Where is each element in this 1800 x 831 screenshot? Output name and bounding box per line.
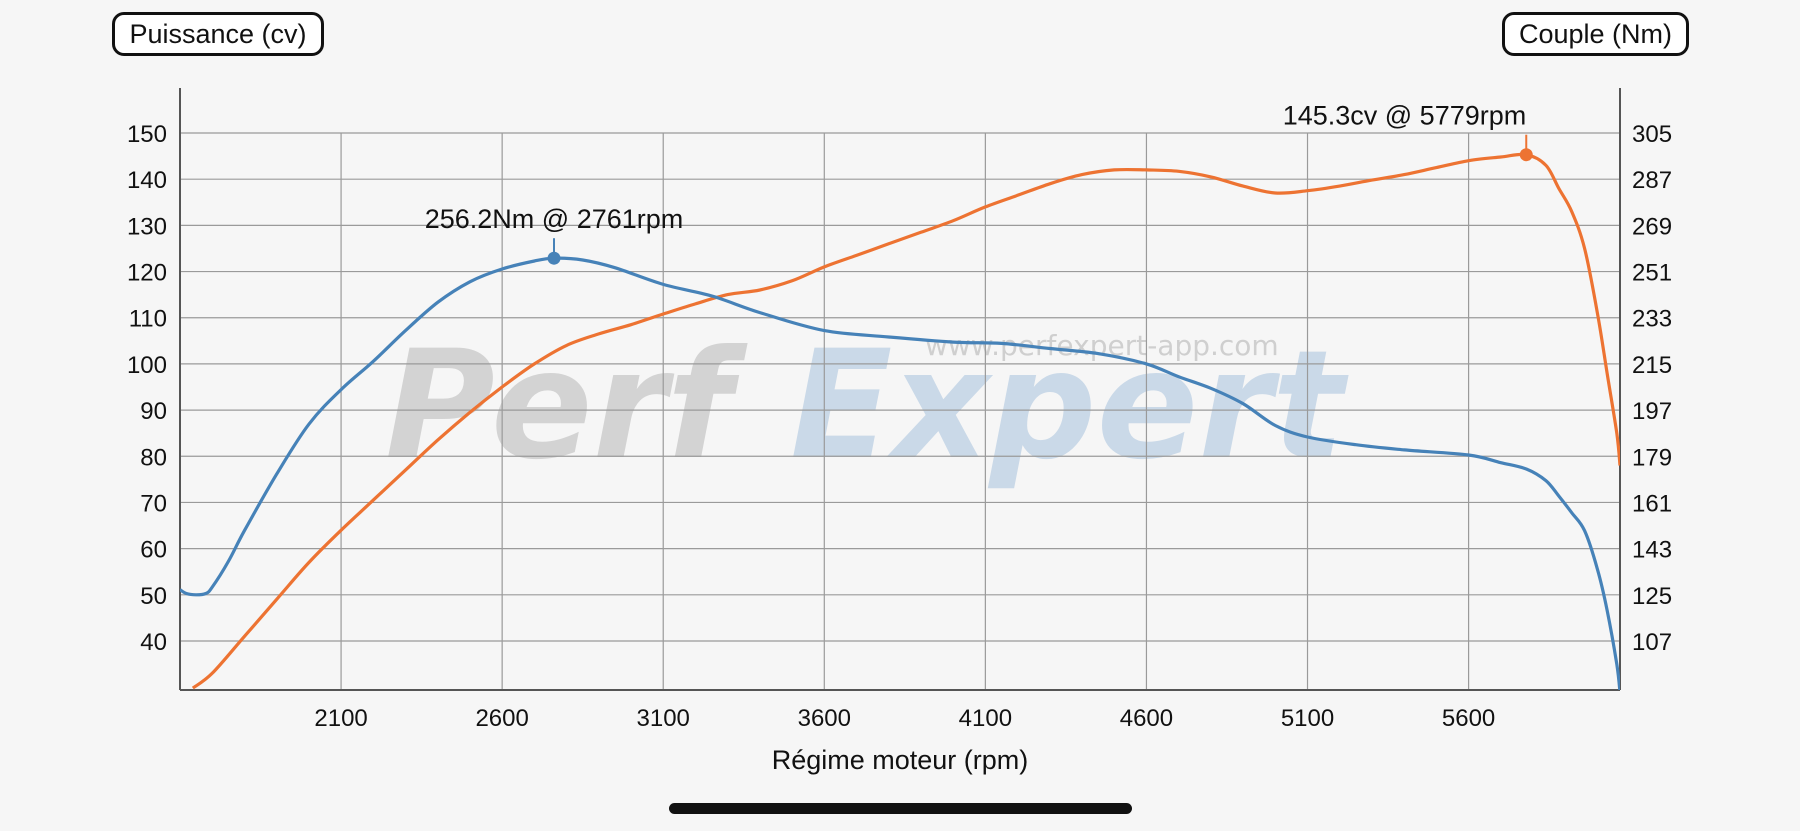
y-right-tick-label: 269 xyxy=(1632,213,1672,240)
legend-power-label: Puissance (cv) xyxy=(129,18,307,49)
y-right-tick-label: 107 xyxy=(1632,629,1672,656)
x-tick-label: 4600 xyxy=(1120,705,1173,732)
legend-torque-badge[interactable]: Couple (Nm) xyxy=(1502,12,1689,56)
y-left-tick-label: 50 xyxy=(140,583,167,610)
home-indicator[interactable] xyxy=(669,803,1132,814)
y-right-tick-label: 305 xyxy=(1632,121,1672,148)
y-left-tick-label: 120 xyxy=(127,260,167,287)
legend-torque-label: Couple (Nm) xyxy=(1518,18,1673,49)
y-left-tick-label: 130 xyxy=(127,213,167,240)
y-right-tick-label: 125 xyxy=(1632,583,1672,610)
y-left-tick-label: 70 xyxy=(140,490,167,517)
torque-curve xyxy=(180,256,1620,690)
y-right-tick-label: 197 xyxy=(1632,398,1672,425)
x-tick-label: 2100 xyxy=(314,705,367,732)
y-right-tick-label: 143 xyxy=(1632,537,1672,564)
x-tick-label: 2600 xyxy=(475,705,528,732)
x-tick-label: 4100 xyxy=(959,705,1012,732)
power-peak-label: 145.3cv @ 5779rpm xyxy=(1283,101,1527,131)
watermark-logo-expert: Expert xyxy=(790,319,1349,493)
y-right-tick-label: 161 xyxy=(1632,490,1672,517)
y-right-tick-label: 251 xyxy=(1632,260,1672,287)
chart-grid xyxy=(180,132,1620,690)
y-right-tick-label: 215 xyxy=(1632,352,1672,379)
x-tick-label: 3600 xyxy=(798,705,851,732)
y-left-tick-label: 80 xyxy=(140,444,167,471)
x-axis-title: Régime moteur (rpm) xyxy=(772,745,1029,775)
power-peak-marker xyxy=(1519,148,1533,162)
y-right-tick-label: 233 xyxy=(1632,306,1672,333)
y-left-tick-label: 60 xyxy=(140,537,167,564)
y-left-tick-label: 110 xyxy=(129,306,167,333)
x-tick-label: 5100 xyxy=(1281,705,1334,732)
y-left-tick-label: 90 xyxy=(140,398,167,425)
y-left-tick-label: 150 xyxy=(127,121,167,148)
torque-peak-label: 256.2Nm @ 2761rpm xyxy=(425,204,684,234)
legend-power-badge[interactable]: Puissance (cv) xyxy=(112,12,324,56)
chart-annotations: 145.3cv @ 5779rpm 256.2Nm @ 2761rpm xyxy=(425,101,1533,265)
y-right-tick-label: 287 xyxy=(1632,167,1672,194)
torque-peak-marker xyxy=(547,251,561,265)
watermark-logo-perf: Perf xyxy=(385,319,748,493)
chart-axes: 40 107 50 125 60 143 70 161 80 179 90 197 100 215 110 2… xyxy=(127,88,1672,732)
y-left-tick-label: 140 xyxy=(127,167,167,194)
x-tick-label: 3100 xyxy=(637,705,690,732)
y-left-tick-label: 40 xyxy=(140,629,167,656)
watermark-url: www.perfexpert-app.com xyxy=(925,329,1279,362)
x-tick-label: 5600 xyxy=(1442,705,1495,732)
perfexpert-watermark-logo: Perf Expert www.perfexpert-app.com xyxy=(385,319,1349,493)
y-right-tick-label: 179 xyxy=(1632,444,1672,471)
y-left-tick-label: 100 xyxy=(127,352,167,379)
